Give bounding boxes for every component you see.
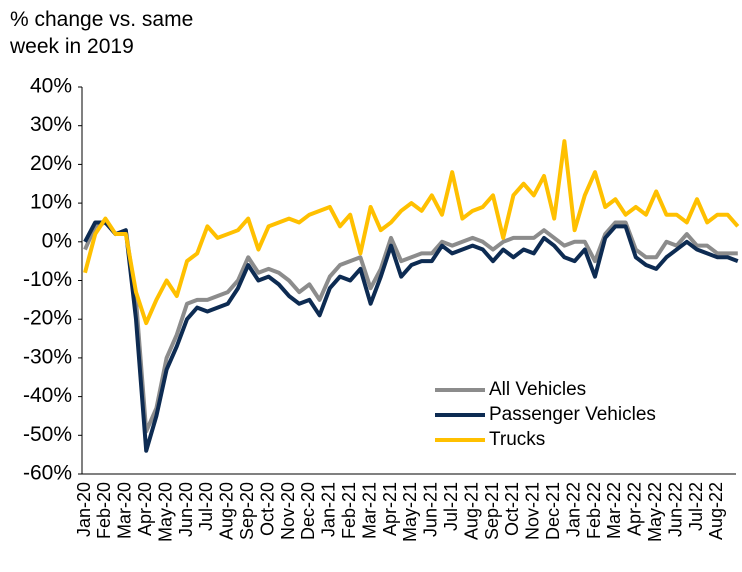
x-tick-label: Mar-22 <box>604 482 624 539</box>
legend-label: Trucks <box>489 429 545 450</box>
x-tick-label: Jul-20 <box>196 482 216 531</box>
x-tick-label: Apr-21 <box>380 482 400 536</box>
x-tick-label: Feb-21 <box>339 482 359 539</box>
series-line <box>83 139 740 326</box>
y-tick-label: -60% <box>23 462 72 485</box>
x-tick-label: Dec-21 <box>543 482 563 540</box>
y-tick-label: 30% <box>30 113 72 136</box>
x-tick-label: Jun-22 <box>665 482 685 537</box>
x-tick-label: May-22 <box>645 482 665 542</box>
y-tick-label: 20% <box>30 152 72 175</box>
x-tick-label: Oct-20 <box>257 482 277 536</box>
y-tick-label: -40% <box>23 384 72 407</box>
x-tick-label: Jul-22 <box>686 482 706 531</box>
x-tick-label: Aug-21 <box>461 482 481 540</box>
x-tick-label: Jun-20 <box>176 482 196 537</box>
x-tick-label: Jan-22 <box>563 482 583 537</box>
x-tick-label: Sep-21 <box>482 482 502 540</box>
y-tick-label: 40% <box>30 75 72 98</box>
x-tick-label: Mar-20 <box>115 482 135 539</box>
x-tick-label: Feb-20 <box>94 482 114 539</box>
x-tick-label: Feb-22 <box>584 482 604 539</box>
x-tick-label: May-21 <box>400 482 420 542</box>
y-tick-label: -30% <box>23 345 72 368</box>
y-tick-label: 10% <box>30 191 72 214</box>
x-tick-label: Sep-20 <box>237 482 257 540</box>
x-tick-label: Apr-22 <box>625 482 645 536</box>
x-tick-label: Oct-21 <box>502 482 522 536</box>
x-tick-label: Apr-20 <box>135 482 155 536</box>
legend-label: All Vehicles <box>489 379 586 400</box>
x-tick-label: Mar-21 <box>359 482 379 539</box>
y-tick-label: -50% <box>23 423 72 446</box>
y-axis-title: % change vs. same week in 2019 <box>10 8 194 58</box>
x-tick-label: Jan-21 <box>319 482 339 537</box>
x-tick-label: Jul-21 <box>441 482 461 531</box>
legend-label: Passenger Vehicles <box>489 404 656 425</box>
y-tick-label: 0% <box>42 229 72 252</box>
series-line <box>83 220 739 453</box>
x-tick-label: May-20 <box>155 482 175 542</box>
x-tick-label: Aug-22 <box>706 482 726 540</box>
x-tick-label: Nov-21 <box>523 482 543 540</box>
x-tick-label: Aug-20 <box>217 482 237 540</box>
x-tick-label: Nov-20 <box>278 482 298 540</box>
x-tick-label: Dec-20 <box>298 482 318 540</box>
y-tick-label: -10% <box>23 268 72 291</box>
x-tick-label: Jan-20 <box>74 482 94 537</box>
x-tick-label: Jun-21 <box>421 482 441 537</box>
y-tick-label: -20% <box>23 307 72 330</box>
